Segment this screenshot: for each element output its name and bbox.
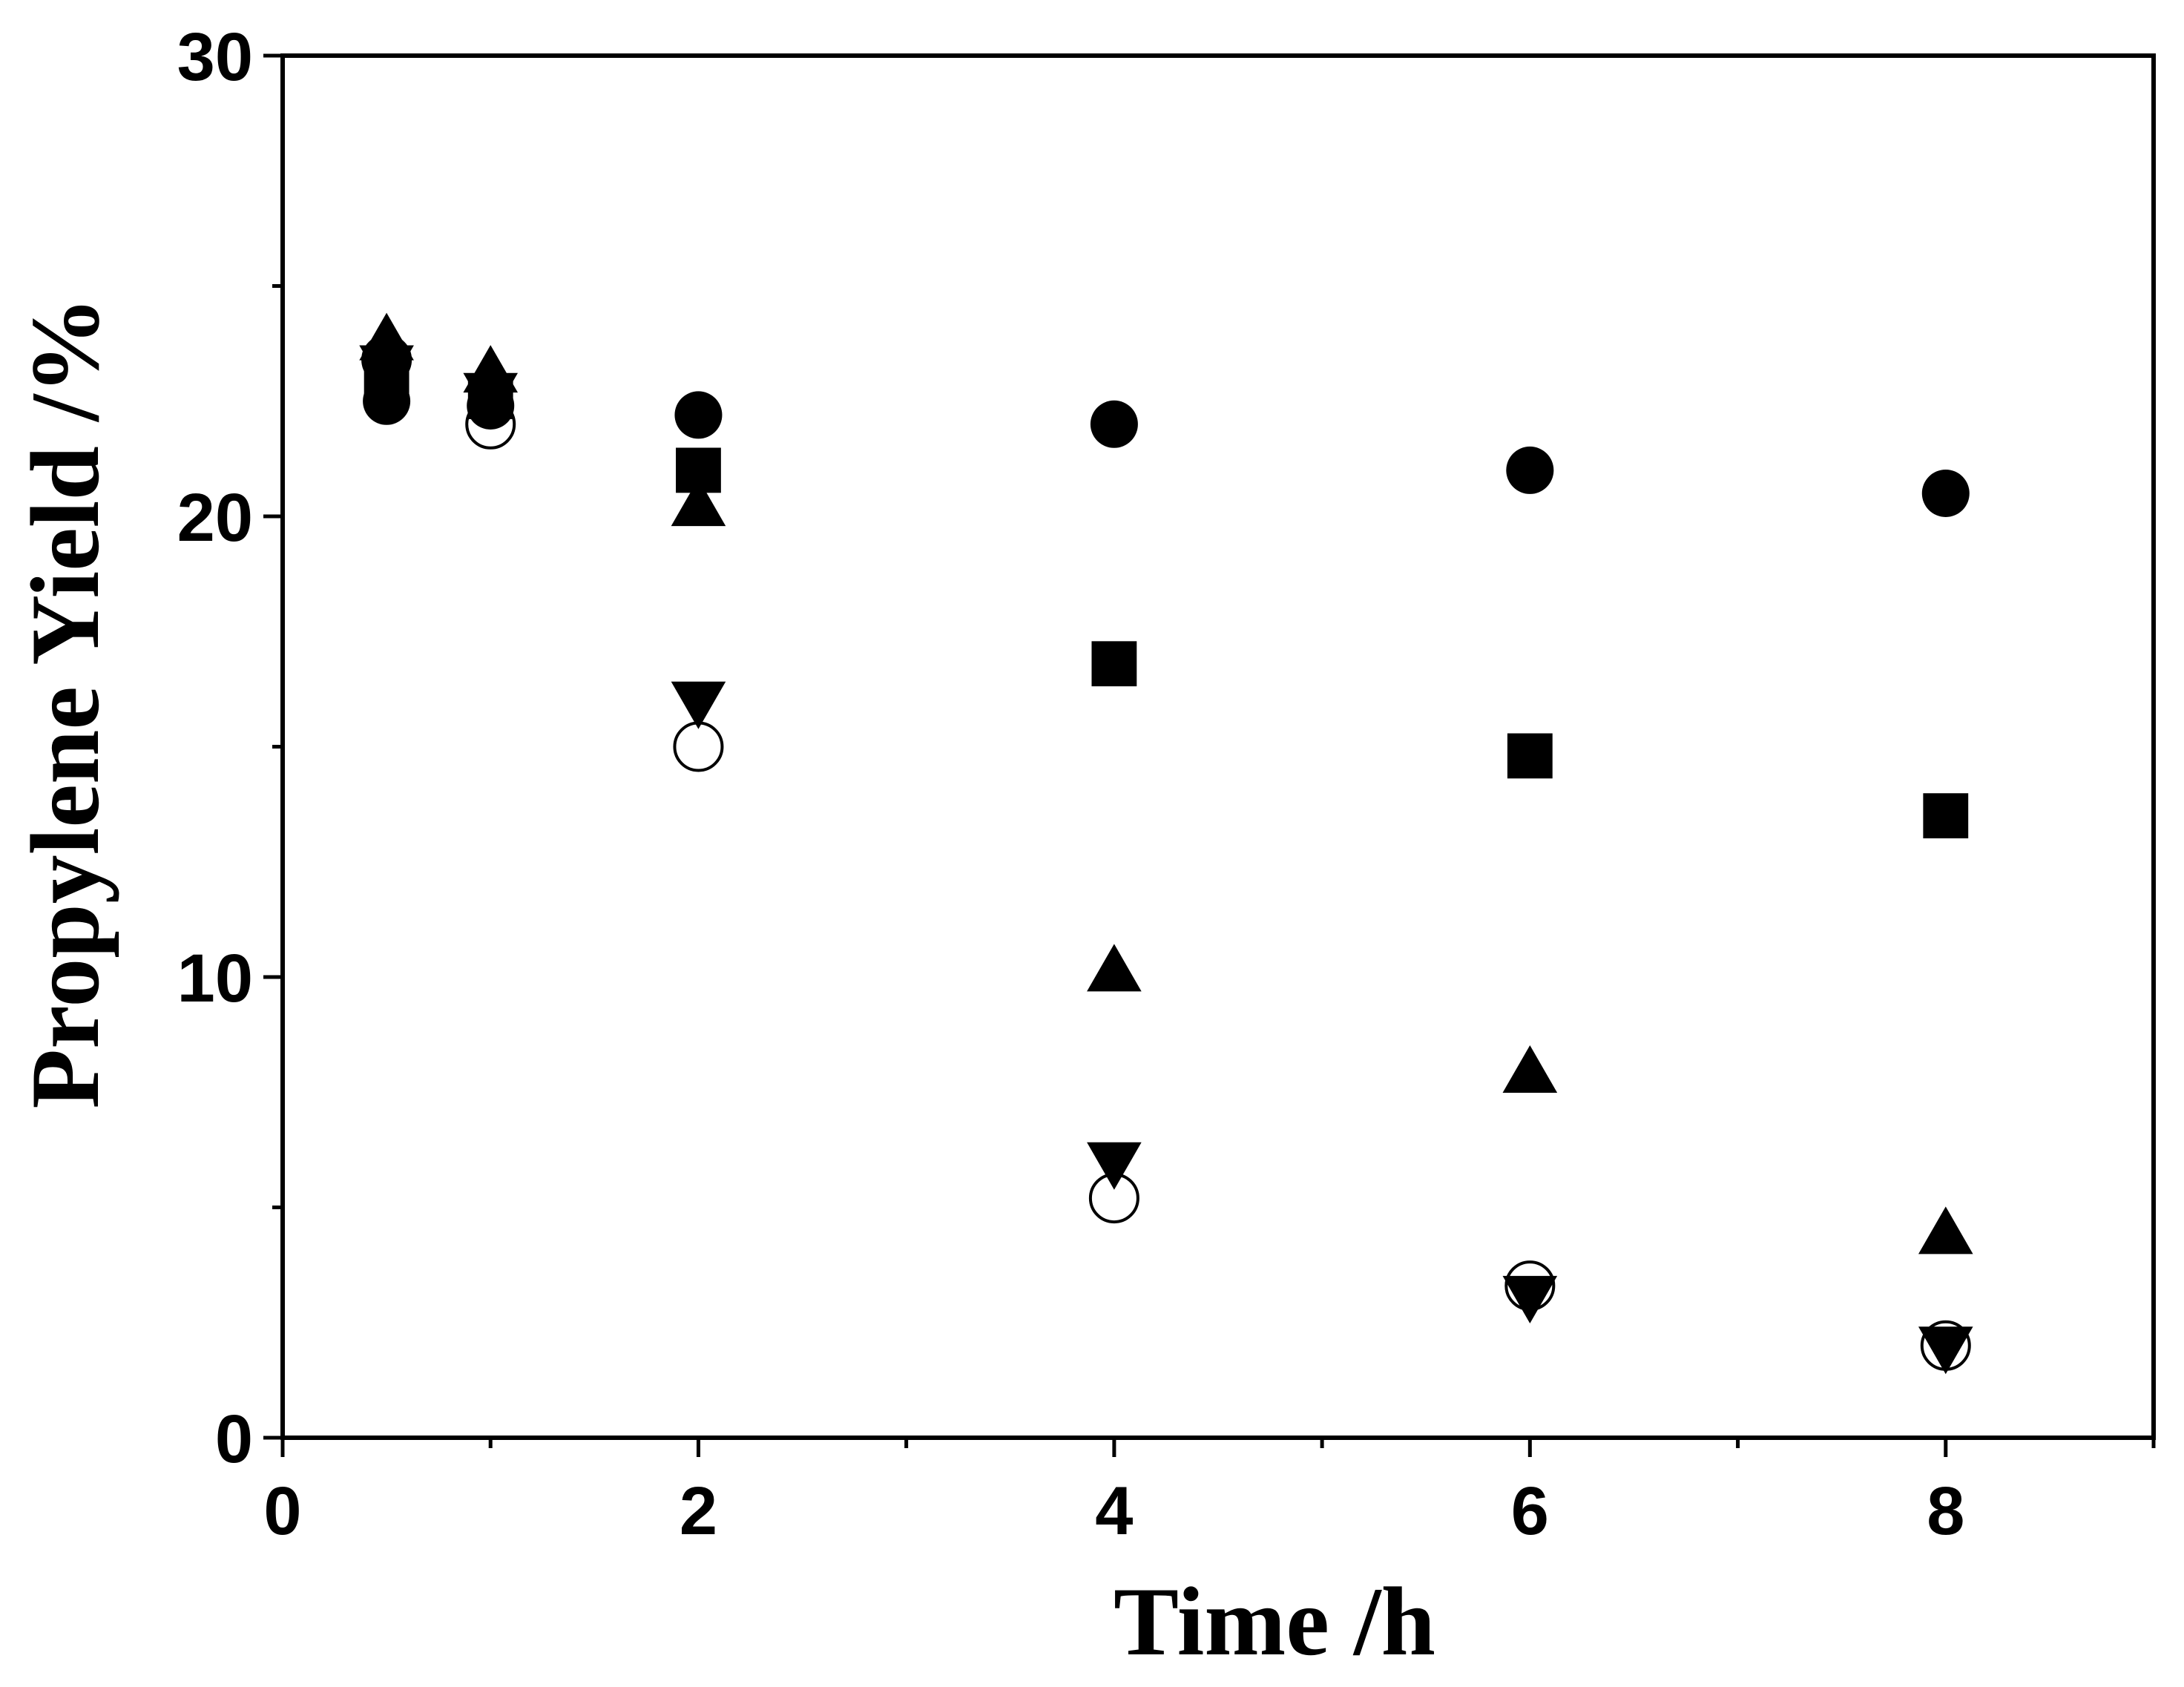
x-axis-title: Time /h: [1114, 1567, 1435, 1676]
x-tick-label: 8: [1927, 1473, 1964, 1549]
data-point: [671, 479, 726, 527]
x-tick-label: 6: [1511, 1473, 1549, 1549]
data-point: [1504, 1260, 1556, 1312]
data-point: [1507, 733, 1553, 779]
data-point: [1921, 469, 1970, 517]
data-point: [1506, 446, 1554, 494]
x-tick-label: 0: [263, 1473, 301, 1549]
data-point: [1920, 1320, 1971, 1371]
y-axis-title: Propylene Yield /%: [10, 296, 119, 1108]
data-point: [1502, 1045, 1558, 1094]
data-point: [463, 372, 519, 421]
data-point: [1091, 641, 1137, 687]
plot-frame: [280, 53, 2156, 1440]
y-tick-label: 20: [177, 480, 253, 556]
data-point: [1090, 400, 1138, 448]
data-point: [674, 391, 723, 439]
data-point: [671, 681, 726, 729]
data-point: [1918, 1206, 1973, 1254]
data-point: [673, 721, 724, 772]
data-point: [465, 398, 516, 450]
data-point: [1923, 793, 1969, 839]
y-tick-label: 0: [215, 1401, 253, 1477]
data-point: [1087, 944, 1142, 992]
y-tick-label: 30: [177, 19, 253, 95]
data-point: [359, 345, 414, 393]
x-tick-label: 4: [1095, 1473, 1133, 1549]
data-point: [361, 334, 412, 385]
data-point: [1088, 1173, 1139, 1224]
x-tick-label: 2: [680, 1473, 717, 1549]
data-point: [1087, 1142, 1142, 1190]
data-point: [1918, 1326, 1973, 1375]
y-tick-label: 10: [177, 941, 253, 1016]
data-point: [1502, 1275, 1558, 1323]
